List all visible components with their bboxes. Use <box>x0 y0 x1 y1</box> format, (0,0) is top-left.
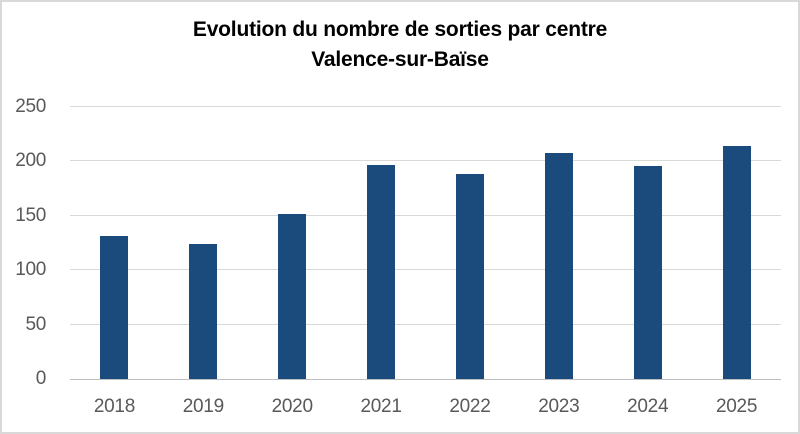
bar-2025 <box>722 146 751 379</box>
chart-subtitle: Valence-sur-Baïse <box>311 48 489 71</box>
x-tick-label-2022: 2022 <box>449 396 491 417</box>
x-tick-label-2018: 2018 <box>93 396 135 417</box>
x-tick-label-2025: 2025 <box>716 396 758 417</box>
gridline-50 <box>70 323 781 325</box>
x-tick-label-2023: 2023 <box>538 396 580 417</box>
y-tick-label-250: 250 <box>15 96 46 117</box>
y-tick-label-50: 50 <box>25 313 46 335</box>
bar-2019 <box>189 244 218 379</box>
gridline-100 <box>70 269 781 271</box>
bar-2022 <box>455 174 484 379</box>
bar-2018 <box>100 236 129 379</box>
plot-area <box>70 106 781 380</box>
x-tick-label-2020: 2020 <box>271 396 313 417</box>
y-tick-label-150: 150 <box>15 204 46 226</box>
bar-2024 <box>633 165 662 379</box>
gridline-150 <box>70 214 781 216</box>
chart-title-block: Evolution du nombre de sorties par centr… <box>2 15 798 75</box>
chart-title: Evolution du nombre de sorties par centr… <box>192 18 608 41</box>
x-tick-label-2021: 2021 <box>360 396 402 417</box>
x-tick-label-2024: 2024 <box>627 396 669 417</box>
gridline-200 <box>70 160 781 162</box>
bar-2021 <box>367 164 396 379</box>
gridline-250 <box>70 106 781 107</box>
x-axis-line <box>70 379 781 380</box>
y-tick-label-0: 0 <box>35 368 47 389</box>
bar-2023 <box>544 152 573 379</box>
y-tick-label-100: 100 <box>15 259 46 281</box>
bar-2020 <box>278 213 307 379</box>
x-tick-label-2019: 2019 <box>182 396 224 417</box>
y-tick-label-200: 200 <box>15 150 46 172</box>
